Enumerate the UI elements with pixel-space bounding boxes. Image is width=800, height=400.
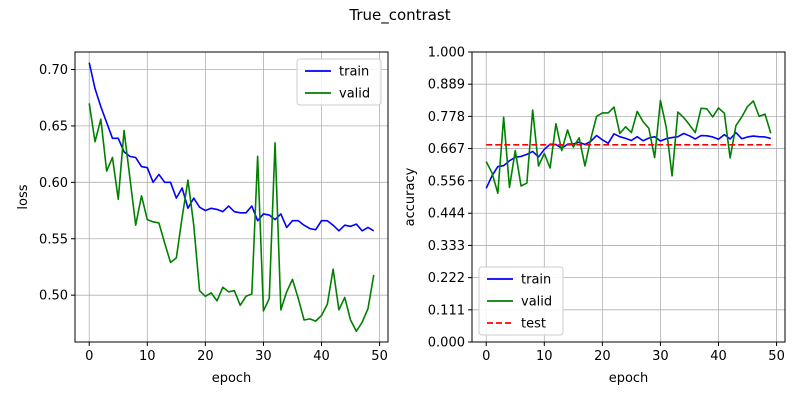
- accuracy-legend-label-valid: valid: [521, 295, 552, 310]
- loss-series-train: [88, 62, 375, 232]
- accuracy-legend: train valid test: [478, 266, 564, 336]
- loss-x-tick-label: 40: [313, 349, 330, 364]
- loss-y-tick-label: 0.70: [39, 63, 68, 78]
- accuracy-y-tick-label: 0.556: [428, 174, 465, 189]
- accuracy-legend-box: [478, 266, 564, 336]
- accuracy-legend-label-train: train: [521, 273, 551, 288]
- accuracy-y-tick-label: 0.667: [428, 142, 465, 157]
- loss-series-valid: [88, 103, 375, 333]
- loss-legend-label-train: train: [339, 65, 369, 80]
- figure-title: True_contrast: [348, 6, 450, 25]
- accuracy-x-tick-label: 10: [536, 349, 553, 364]
- accuracy-x-tick-label: 50: [768, 349, 785, 364]
- accuracy-chart: 0 10 20 30 40 50 0.000 0.111 0.222 0.333 0.444 0.55…: [403, 46, 786, 386]
- loss-y-tick-label: 0.65: [39, 119, 68, 134]
- accuracy-y-tick-label: 1.000: [428, 46, 465, 61]
- accuracy-legend-label-test: test: [521, 317, 546, 332]
- accuracy-x-tick-label: 40: [710, 349, 727, 364]
- loss-y-tick-label: 0.60: [39, 176, 68, 191]
- accuracy-axes-frame: [471, 51, 786, 343]
- loss-legend: train valid: [296, 58, 382, 106]
- loss-x-tick-label: 10: [139, 349, 156, 364]
- accuracy-y-tick-label: 0.000: [428, 336, 465, 351]
- accuracy-y-tick-label: 0.444: [428, 207, 465, 222]
- loss-x-tick-label: 0: [85, 349, 93, 364]
- accuracy-y-tick-label: 0.111: [428, 303, 465, 318]
- accuracy-x-axis-label: epoch: [609, 371, 649, 386]
- loss-x-tick-label: 20: [197, 349, 214, 364]
- accuracy-y-tick-label: 0.333: [428, 239, 465, 254]
- accuracy-y-axis-label: accuracy: [403, 167, 418, 226]
- loss-y-tick-label: 0.50: [39, 289, 68, 304]
- loss-axes-frame: [74, 51, 389, 343]
- accuracy-x-tick-label: 0: [482, 349, 490, 364]
- accuracy-x-tick-label: 20: [594, 349, 611, 364]
- accuracy-x-tick-label: 30: [652, 349, 669, 364]
- loss-y-axis-label: loss: [16, 184, 31, 209]
- accuracy-y-tick-label: 0.889: [428, 78, 465, 93]
- loss-legend-label-valid: valid: [339, 87, 370, 102]
- loss-y-tick-label: 0.55: [39, 232, 68, 247]
- accuracy-y-tick-label: 0.222: [428, 271, 465, 286]
- loss-x-tick-label: 30: [255, 349, 272, 364]
- loss-chart: 0 10 20 30 40 50 0.50 0.55 0.60 0.65 0.70 epoch loss…: [16, 51, 389, 386]
- accuracy-series-valid: [485, 99, 772, 195]
- accuracy-series-train: [485, 131, 771, 189]
- loss-x-axis-label: epoch: [212, 371, 252, 386]
- loss-x-tick-label: 50: [371, 349, 388, 364]
- accuracy-y-tick-label: 0.778: [428, 110, 465, 125]
